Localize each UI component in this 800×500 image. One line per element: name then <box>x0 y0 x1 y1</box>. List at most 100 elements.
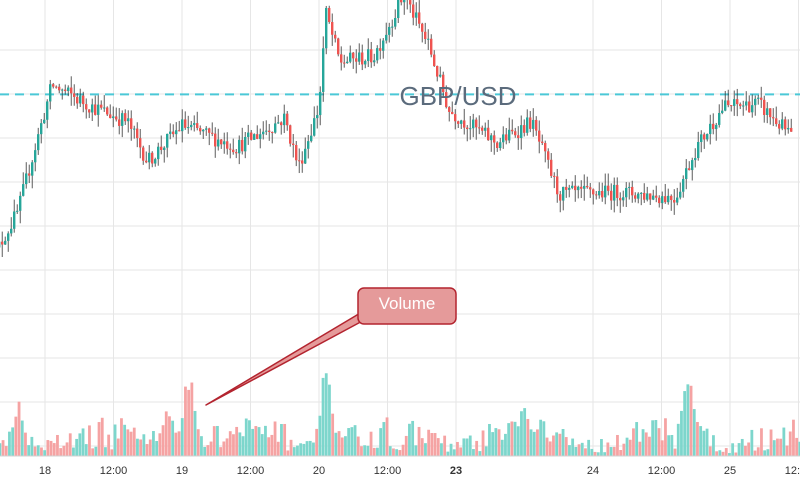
candle <box>31 160 34 189</box>
candle-body <box>535 119 538 131</box>
candle-body <box>331 21 334 35</box>
candle <box>454 109 457 130</box>
candle <box>532 108 535 137</box>
candle <box>259 128 262 149</box>
volume-bar <box>539 419 543 456</box>
candle-body <box>103 107 106 109</box>
candle-body <box>760 97 763 100</box>
volume-bar <box>193 410 197 456</box>
candle-body <box>214 133 217 147</box>
candle-body <box>61 89 64 91</box>
candle <box>361 44 364 71</box>
volume-bar <box>244 418 248 456</box>
candle-body <box>715 124 718 130</box>
candle <box>493 130 496 155</box>
candle-body <box>328 7 331 22</box>
volume-bar <box>520 411 523 456</box>
volume-bar <box>180 418 184 456</box>
candle <box>277 114 280 124</box>
volume-bar <box>129 431 133 456</box>
volume-bar <box>30 436 34 456</box>
volume-bar <box>712 435 715 456</box>
candle <box>184 111 187 130</box>
volume-bar <box>331 413 335 456</box>
volume-bar <box>152 431 155 456</box>
candle-body <box>694 158 697 161</box>
candle-body <box>616 184 619 198</box>
volume-bar <box>673 448 677 456</box>
x-tick-label: 24 <box>587 465 599 477</box>
candle-body <box>25 173 28 185</box>
candle-body <box>286 113 289 126</box>
candle-body <box>127 118 130 122</box>
candle-body <box>343 62 346 64</box>
candle-body <box>418 12 421 24</box>
volume-bar <box>728 453 731 456</box>
volume-bar <box>97 422 101 456</box>
candle <box>649 193 652 205</box>
volume-bar <box>353 425 357 456</box>
volume-bar <box>756 447 760 456</box>
candle <box>124 109 127 125</box>
candle <box>178 120 181 132</box>
volume-bar <box>216 425 219 456</box>
volume-bar <box>52 443 56 456</box>
candle <box>70 76 73 106</box>
volume-bar <box>148 439 152 456</box>
volume-bar <box>254 426 258 456</box>
candle-body <box>280 122 283 126</box>
candle <box>316 105 319 129</box>
volume-bar <box>78 433 82 456</box>
volume-bar <box>232 434 235 456</box>
candle-body <box>382 40 385 51</box>
candle-body <box>160 146 163 150</box>
candle-body <box>28 173 31 176</box>
candle <box>403 0 406 15</box>
candle <box>580 180 583 199</box>
candle <box>637 192 640 204</box>
volume-bar <box>622 443 626 456</box>
candle <box>448 106 451 122</box>
volume-bar <box>632 428 635 456</box>
candle-body <box>643 192 646 200</box>
volume-bar <box>283 423 287 456</box>
volume-bar <box>334 432 338 456</box>
candle-body <box>664 196 667 203</box>
candle <box>481 125 484 135</box>
volume-bar <box>798 441 800 456</box>
volume-bar <box>267 437 271 456</box>
candle-body <box>310 135 313 142</box>
volume-bar <box>248 420 251 456</box>
volume-bar <box>561 428 565 456</box>
candle <box>346 56 349 64</box>
candle <box>631 180 634 203</box>
volume-bar <box>440 443 443 456</box>
volume-bar <box>660 440 664 456</box>
candle-body <box>121 113 124 126</box>
x-tick-label: 18 <box>39 465 51 477</box>
x-tick-label: 12:00 <box>237 465 265 477</box>
candle-body <box>298 160 301 162</box>
volume-bar <box>747 442 751 456</box>
candle-body <box>523 125 526 133</box>
volume-bar <box>132 427 136 456</box>
candle <box>559 190 562 213</box>
candle-body <box>478 127 481 129</box>
candle <box>250 129 253 141</box>
volume-bar <box>264 425 267 456</box>
volume-bar <box>638 441 642 456</box>
candle <box>769 108 772 125</box>
candle-body <box>451 111 454 115</box>
volume-bar <box>395 449 399 456</box>
candle-body <box>493 135 496 143</box>
candle-body <box>658 197 661 204</box>
candle-body <box>208 128 211 133</box>
volume-bar <box>545 437 549 456</box>
candle-body <box>421 23 424 32</box>
volume-bar <box>340 437 344 456</box>
candle-body <box>91 104 94 113</box>
volume-bar <box>177 431 181 456</box>
candle-body <box>358 52 361 62</box>
candle <box>142 145 145 165</box>
volume-bar <box>689 385 693 456</box>
